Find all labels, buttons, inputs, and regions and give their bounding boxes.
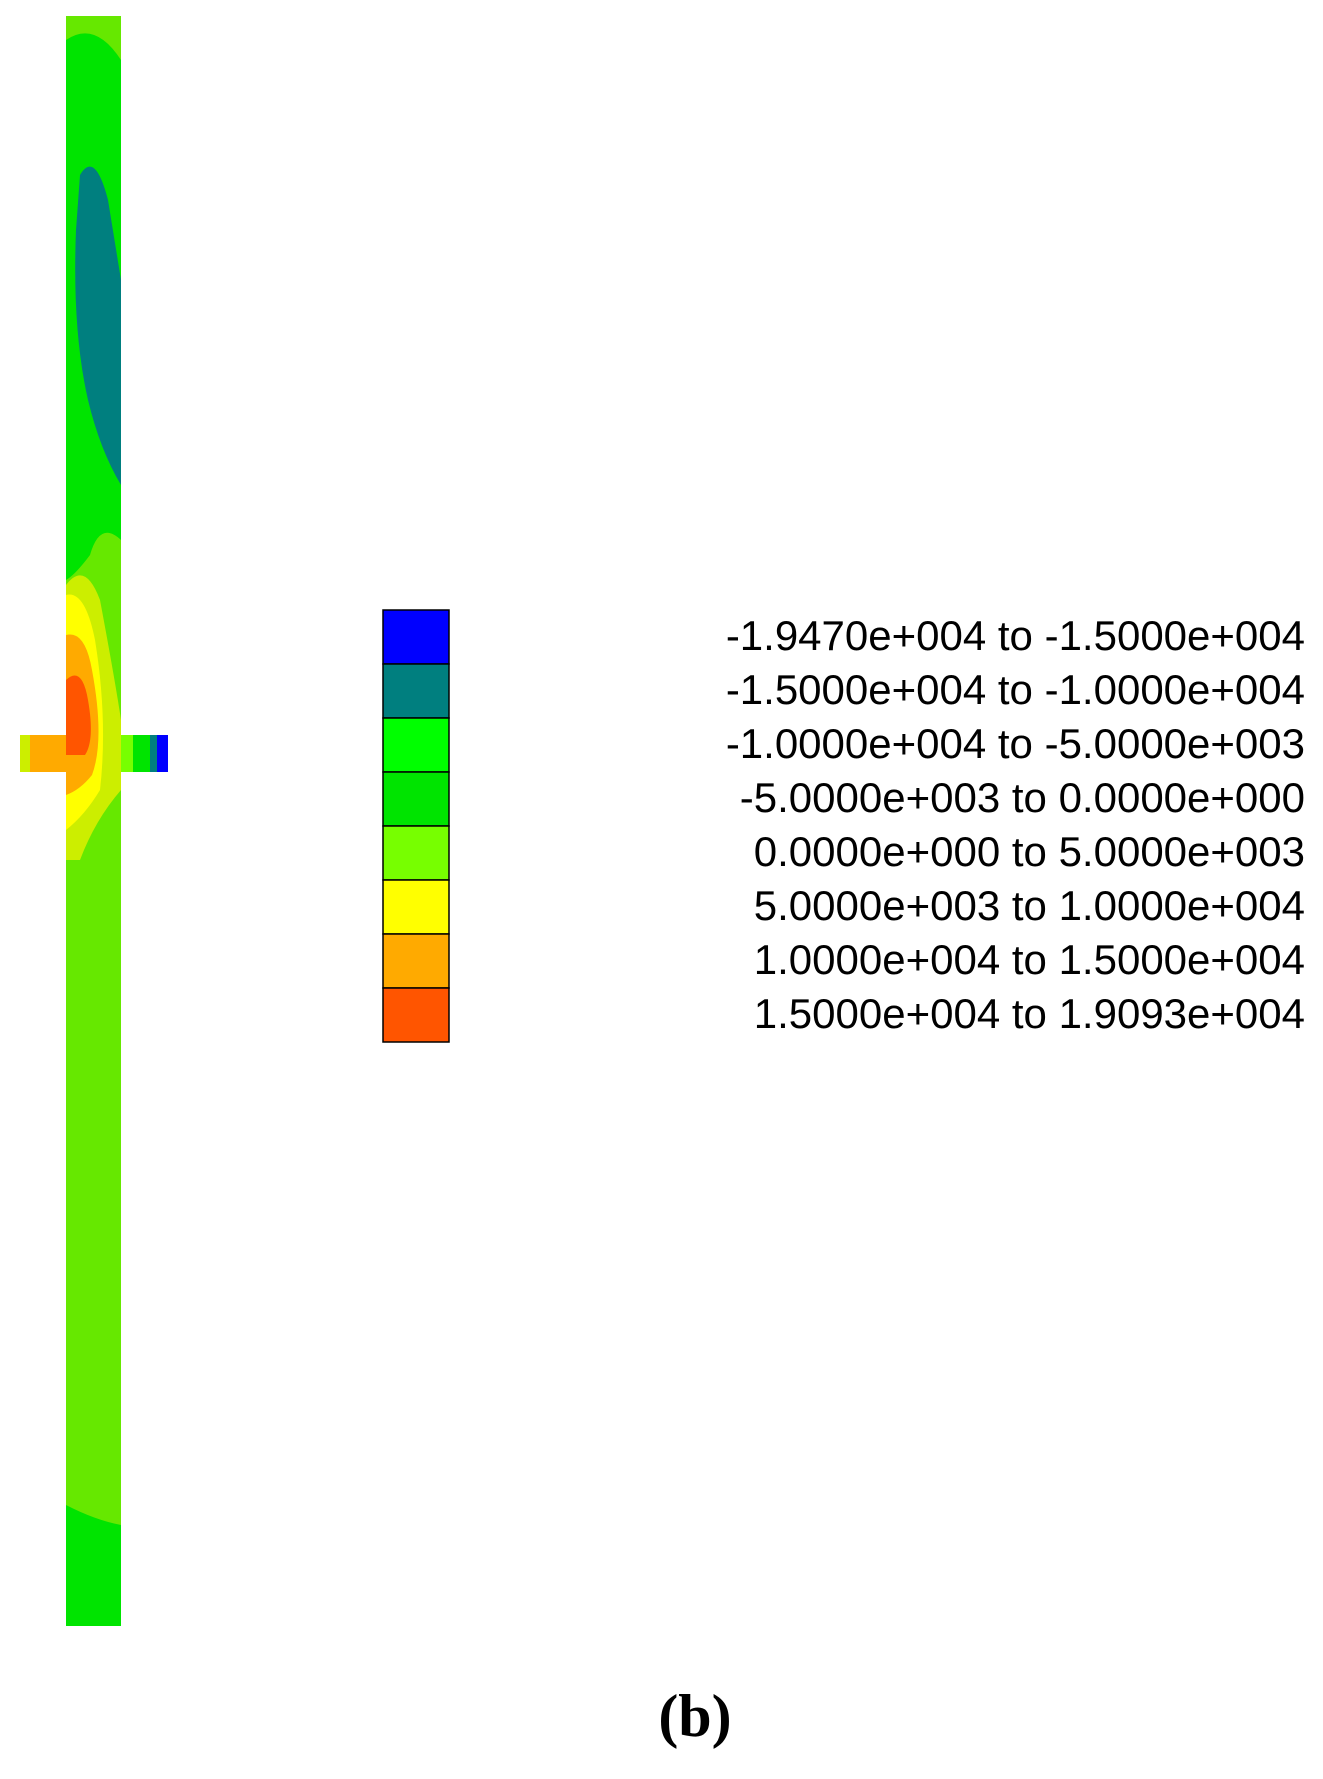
- legend-swatch: [382, 933, 450, 989]
- legend-label: -1.0000e+004 to -5.0000e+003: [726, 720, 1305, 767]
- top-cap: [66, 16, 121, 60]
- stub-right-end: [157, 735, 168, 772]
- legend-label: -1.9470e+004 to -1.5000e+004: [726, 612, 1305, 659]
- legend: -1.9470e+004 to -1.5000e+004 -1.5000e+004…: [382, 609, 1305, 1043]
- legend-swatch: [382, 771, 450, 827]
- legend-label: 1.0000e+004 to 1.5000e+004: [754, 936, 1305, 983]
- legend-label: 1.5000e+004 to 1.9093e+004: [754, 990, 1305, 1037]
- legend-swatch: [382, 609, 450, 665]
- stub-left-end: [20, 735, 30, 772]
- legend-label: -5.0000e+003 to 0.0000e+000: [740, 774, 1305, 821]
- legend-swatch: [382, 987, 450, 1043]
- legend-label: 0.0000e+000 to 5.0000e+003: [754, 828, 1305, 875]
- caption: (b): [658, 1683, 731, 1749]
- legend-swatch: [382, 825, 450, 881]
- bottom-region: [66, 1505, 121, 1626]
- stub-right-inner: [121, 735, 133, 772]
- legend-label: 5.0000e+003 to 1.0000e+004: [754, 882, 1305, 929]
- legend-swatch: [382, 717, 450, 773]
- legend-swatch: [382, 663, 450, 719]
- legend-swatch: [382, 879, 450, 935]
- stub-right-teal: [150, 735, 157, 772]
- contour-model: [20, 16, 168, 1626]
- legend-label: -1.5000e+004 to -1.0000e+004: [726, 666, 1305, 713]
- teal-region: [75, 166, 121, 485]
- red-region: [66, 675, 91, 755]
